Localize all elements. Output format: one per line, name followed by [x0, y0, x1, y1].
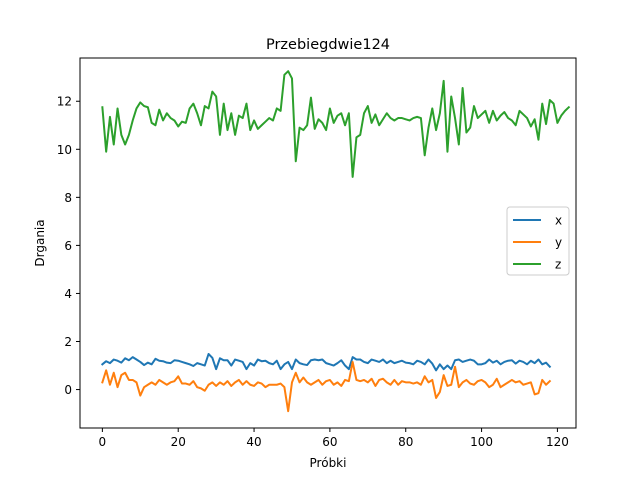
- series-lines: [100, 70, 571, 413]
- y-tick-label: 4: [64, 287, 72, 301]
- y-tick-label: 10: [57, 143, 72, 157]
- series-line-y: [101, 360, 552, 413]
- chart-title: Przebiegdwie124: [266, 37, 390, 53]
- x-tick-label: 120: [546, 435, 569, 449]
- y-tick-label: 6: [64, 239, 72, 253]
- y-axis-label: Drgania: [33, 219, 47, 266]
- y-tick-label: 0: [64, 383, 72, 397]
- x-tick-label: 80: [398, 435, 413, 449]
- x-tick-label: 40: [246, 435, 261, 449]
- legend-label-z: z: [555, 258, 561, 272]
- y-tick-label: 8: [64, 191, 72, 205]
- series-line-z: [101, 70, 571, 178]
- x-axis: 0 20 40 60 80 100 120: [99, 428, 569, 449]
- x-tick-label: 0: [99, 435, 107, 449]
- legend-label-y: y: [555, 236, 562, 250]
- series-line-x: [100, 353, 552, 372]
- x-tick-label: 100: [470, 435, 493, 449]
- y-axis: 0 2 4 6 8 10 12: [57, 95, 80, 397]
- plot-area-frame: [79, 57, 577, 429]
- x-axis-label: Próbki: [310, 456, 347, 470]
- x-tick-label: 20: [171, 435, 186, 449]
- legend: xyz: [506, 206, 570, 276]
- y-tick-label: 2: [64, 335, 72, 349]
- legend-label-x: x: [555, 214, 562, 228]
- x-tick-label: 60: [322, 435, 337, 449]
- y-tick-label: 12: [57, 95, 72, 109]
